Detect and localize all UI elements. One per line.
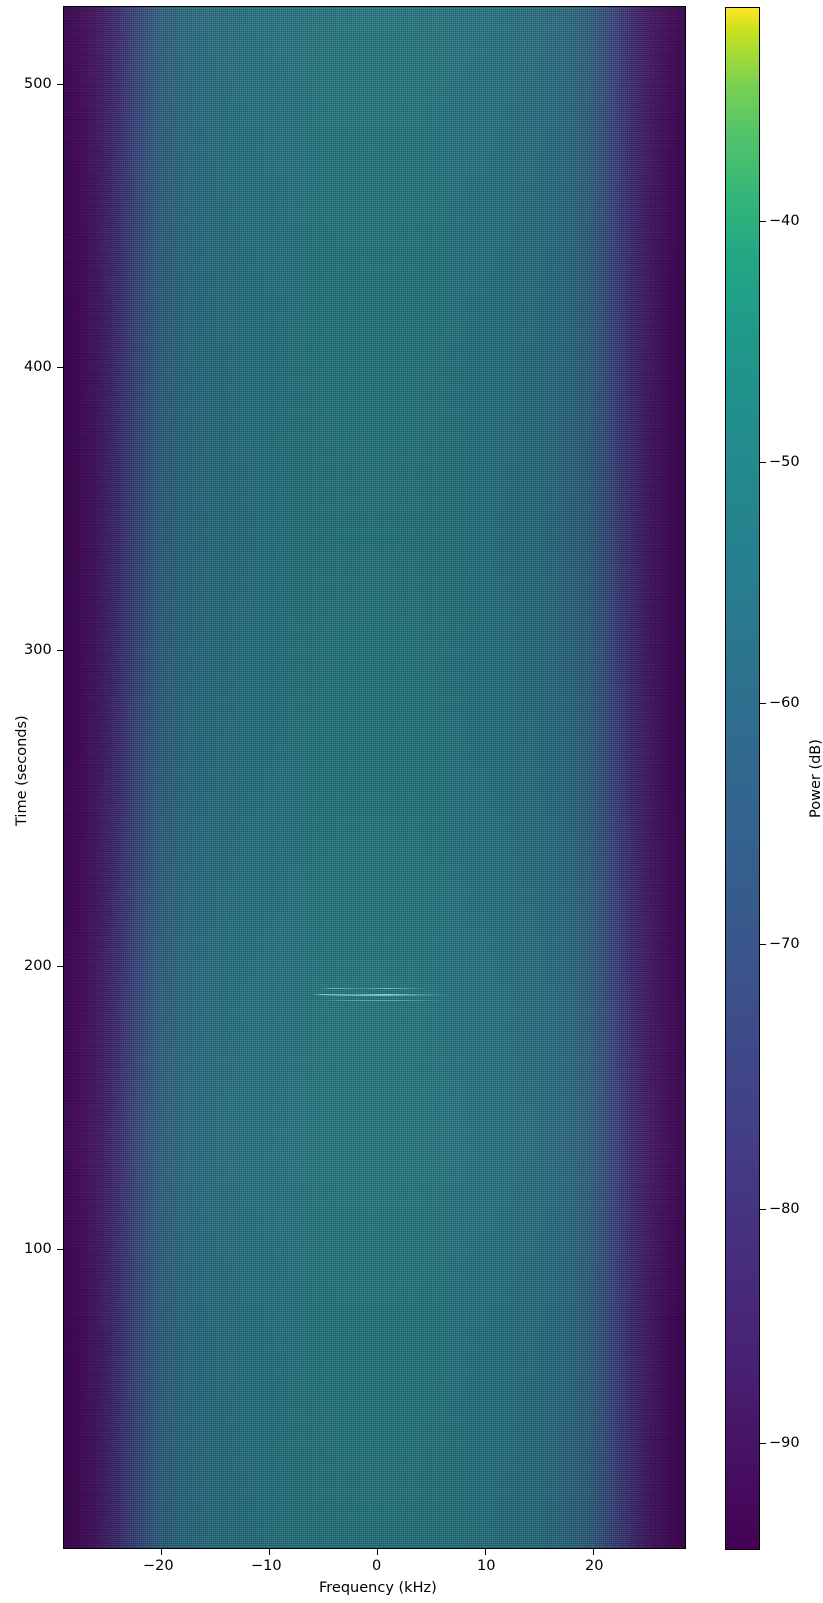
xtick-label-neg10: −10 [251, 1558, 282, 1574]
cbar-tick-label-neg60: −60 [769, 695, 800, 711]
cbar-tick-mark-neg50 [760, 462, 766, 463]
ytick-label-500: 500 [24, 76, 52, 92]
noise-band-gradient [64, 7, 685, 1548]
noise-speckle-layer-1 [64, 7, 685, 1548]
xtick-mark-neg20 [161, 1549, 162, 1555]
ytick-label-200: 200 [24, 958, 52, 974]
cbar-tick-label-neg80: −80 [769, 1201, 800, 1217]
y-axis-label: Time (seconds) [14, 715, 30, 826]
ytick-label-300: 300 [24, 642, 52, 658]
ytick-label-100: 100 [24, 1241, 52, 1257]
axes-spine-right [685, 6, 686, 1549]
temporal-drift-layer [64, 7, 685, 1548]
axes-spine-bottom [63, 1548, 686, 1549]
colorbar [725, 7, 760, 1550]
axes-spine-top [63, 6, 686, 7]
xtick-mark-0 [377, 1549, 378, 1555]
xtick-label-20: 20 [585, 1558, 604, 1574]
noise-speckle-layer-2 [64, 7, 685, 1548]
cbar-tick-label-neg70: −70 [769, 936, 800, 952]
xtick-label-neg20: −20 [143, 1558, 174, 1574]
cbar-tick-mark-neg40 [760, 221, 766, 222]
cbar-tick-label-neg90: −90 [769, 1435, 800, 1451]
cbar-tick-mark-neg70 [760, 944, 766, 945]
xtick-label-10: 10 [477, 1558, 496, 1574]
narrowband-burst-trace [64, 7, 685, 1548]
xtick-mark-neg10 [269, 1549, 270, 1555]
cbar-tick-mark-neg60 [760, 703, 766, 704]
xtick-mark-10 [485, 1549, 486, 1555]
ytick-mark-100 [57, 1249, 63, 1250]
cbar-tick-label-neg50: −50 [769, 454, 800, 470]
ytick-mark-500 [57, 84, 63, 85]
xtick-label-0: 0 [372, 1558, 382, 1574]
colorbar-label: Power (dB) [808, 739, 823, 818]
xtick-mark-20 [593, 1549, 594, 1555]
ytick-label-400: 400 [24, 359, 52, 375]
cbar-tick-mark-neg90 [760, 1443, 766, 1444]
cbar-tick-mark-neg80 [760, 1209, 766, 1210]
ytick-mark-200 [57, 966, 63, 967]
axes-spine-left [63, 6, 64, 1549]
ytick-mark-300 [57, 650, 63, 651]
cbar-tick-label-neg40: −40 [769, 213, 800, 229]
spectrogram-image [64, 7, 685, 1548]
x-axis-label: Frequency (kHz) [319, 1580, 437, 1596]
ytick-mark-400 [57, 367, 63, 368]
